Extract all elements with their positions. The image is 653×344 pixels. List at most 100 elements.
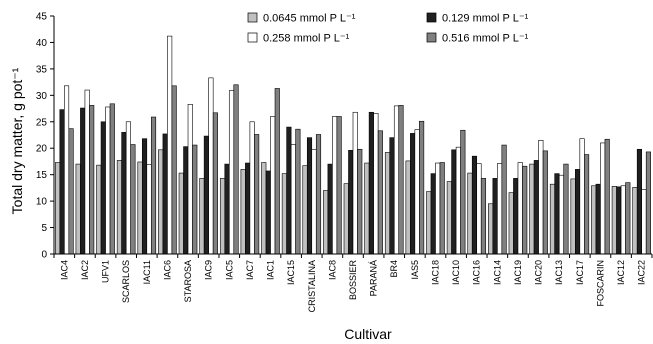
y-tick-label: 0 [41,250,47,261]
bar-scarlos-series-4 [130,144,136,255]
x-tick-label: IAC18 [430,260,440,285]
x-tick-label: IAC8 [327,260,337,280]
bar-iac22-series-2 [636,148,642,255]
bar-ufv1-series-3 [105,106,111,255]
bar-iac7-series-1 [240,169,246,255]
bar-iac22-series-4 [645,151,651,255]
x-tick-label: IAC4 [59,260,69,280]
bar-iac8-series-1 [323,190,329,255]
x-tick-label: IAC1 [266,260,276,280]
x-tick-label: IAC14 [492,260,502,285]
bar-br4-series-1 [384,152,391,255]
bar-iac11-series-1 [137,161,143,255]
x-tick-label: SCARLOS [121,260,131,303]
x-axis-title: Cultivar [344,326,392,342]
bar-iac6-series-2 [162,133,168,255]
bar-iac5-series-3 [228,90,235,255]
x-tick-label: UFV1 [101,260,111,283]
bar-starosa-series-1 [178,172,184,255]
bar-iac16-series-4 [480,178,487,255]
bar-iac19-series-4 [522,165,528,255]
bar-iac8-series-4 [336,116,342,255]
bar-ias5-series-4 [419,120,425,255]
bar-iac10-series-2 [451,149,457,255]
bar-br4-series-2 [389,137,395,255]
bar-iac22-series-1 [632,187,638,255]
bar-iac14-series-4 [501,144,507,255]
y-tick-label: 20 [36,144,48,155]
bar-iac17-series-3 [579,138,585,255]
x-tick-label: IAC19 [513,260,523,285]
legend: 0.0645 mmol P L⁻¹ 0.129 mmol P L⁻¹ 0.258 m… [247,12,529,45]
bar-scarlos-series-2 [121,132,127,255]
y-tick-label: 35 [36,64,48,75]
bar-paran-series-3 [373,113,379,255]
x-tick-label: IAC11 [142,260,152,284]
bar-iac10-series-1 [446,181,452,255]
bar-paran-series-1 [364,162,370,255]
bar-iac19-series-2 [513,178,519,255]
bar-iac16-series-1 [467,172,473,255]
bar-iac19-series-1 [508,192,514,255]
bar-iac1-series-1 [261,162,267,255]
bar-iac1-series-3 [270,116,276,255]
bar-foscarin-series-1 [591,185,597,255]
bar-iac20-series-3 [538,139,544,255]
bar-cristalina-series-4 [315,134,322,255]
x-tick-label: FOSCARIN [595,260,605,307]
bar-iac5-series-2 [224,163,230,255]
bars [55,35,651,255]
x-tick-label: IAC10 [451,260,461,285]
bar-bossier-series-3 [352,111,358,255]
legend-swatch-1 [247,12,258,23]
bar-iac1-series-2 [265,170,271,255]
bar-iac2-series-2 [80,107,86,255]
bar-ufv1-series-2 [100,121,106,255]
y-axis-title: Total dry matter, g pot⁻¹ [9,67,25,214]
bar-bossier-series-1 [343,183,349,255]
bar-iac4-series-3 [64,85,70,255]
bar-iac5-series-4 [233,84,239,255]
bar-scarlos-series-3 [125,121,131,255]
x-tick-label: IAS5 [410,260,420,280]
bar-iac12-series-2 [616,186,622,255]
bar-iac15-series-3 [290,144,296,255]
y-tick-label: 40 [36,38,48,49]
bar-iac18-series-2 [430,173,436,255]
bar-iac20-series-4 [542,150,548,255]
bar-paran-series-4 [377,130,383,255]
y-tick-label: 10 [36,197,48,208]
bar-iac7-series-2 [245,162,251,255]
bar-iac12-series-4 [625,182,631,255]
bar-iac20-series-1 [529,163,535,255]
bar-iac7-series-3 [249,121,255,255]
x-tick-label: IAC16 [472,260,482,285]
x-tick-label: IAC20 [534,260,544,285]
bar-iac11-series-2 [141,138,148,255]
bar-iac11-series-4 [150,116,157,255]
bar-iac5-series-1 [219,178,226,255]
bar-iac14-series-3 [497,163,503,255]
y-tick-label: 15 [36,170,48,181]
bar-iac6-series-1 [158,149,164,255]
bar-iac13-series-3 [558,174,565,255]
bar-iac8-series-3 [332,116,338,255]
legend-label-4: 0.516 mmol P L⁻¹ [442,33,529,45]
bar-cristalina-series-2 [306,137,313,255]
bar-iac9-series-3 [208,77,214,255]
bar-iac15-series-1 [281,173,287,255]
bar-starosa-series-2 [183,146,189,255]
legend-label-1: 0.0645 mmol P L⁻¹ [263,13,356,25]
bar-iac20-series-2 [533,160,539,255]
bar-iac14-series-2 [492,178,498,255]
bar-br4-series-3 [393,105,400,255]
bar-iac7-series-4 [254,134,260,255]
bar-iac4-series-2 [59,109,65,255]
bar-iac18-series-1 [426,191,432,255]
bar-cristalina-series-1 [302,165,308,255]
y-tick-label: 5 [41,223,47,234]
bar-br4-series-4 [398,105,404,255]
x-tick-label: CRISTALINA [307,260,317,312]
x-tick-label: IAC6 [162,260,172,280]
bar-iac13-series-1 [549,183,556,255]
